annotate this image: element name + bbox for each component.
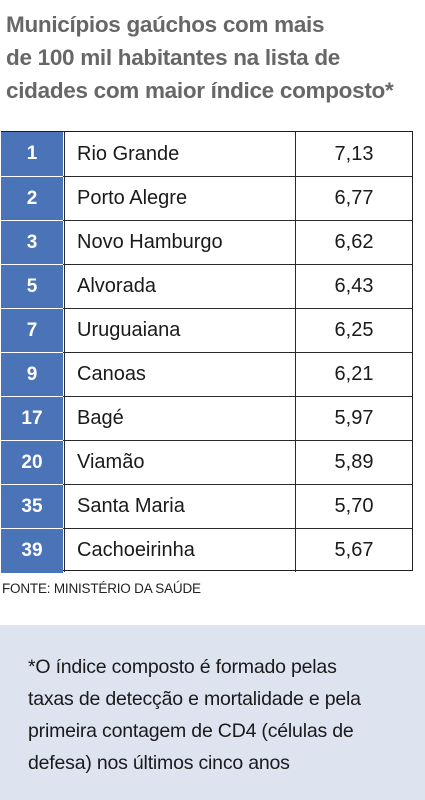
city-cell: Rio Grande (64, 132, 296, 176)
table-row: 7 Uruguaiana 6,25 (1, 308, 412, 353)
index-value-cell: 6,77 (334, 187, 374, 209)
title-line: de 100 mil habitantes na lista de (6, 45, 340, 70)
footnote-line: taxas de detecção e mortalidade e pela (28, 688, 361, 710)
rank-cell: 35 (1, 484, 63, 529)
rank-cell: 17 (1, 396, 63, 441)
footnote-line: primeira contagem de CD4 (células de (28, 720, 354, 742)
footnote-text: *O índice composto é formado pelas taxas… (28, 651, 398, 779)
footnote-box: *O índice composto é formado pelas taxas… (0, 625, 425, 800)
table-row: 17 Bagé 5,97 (1, 396, 412, 441)
rank-cell: 1 (1, 132, 63, 176)
table-row: 35 Santa Maria 5,70 (1, 484, 412, 529)
table-row: 39 Cachoeirinha 5,67 (1, 528, 412, 573)
city-cell: Viamão (64, 441, 296, 484)
index-value-cell: 6,21 (334, 363, 374, 385)
source-note: FONTE: MINISTÉRIO DA SAÚDE (2, 581, 201, 596)
city-cell: Uruguaiana (64, 309, 296, 352)
index-value-cell: 7,13 (334, 142, 374, 165)
city-cell: Santa Maria (64, 485, 296, 528)
table-row: 3 Novo Hamburgo 6,62 (1, 220, 412, 265)
title-line: Municípios gaúchos com mais (6, 12, 325, 37)
city-cell: Novo Hamburgo (64, 221, 296, 264)
city-cell: Cachoeirinha (64, 529, 296, 572)
city-cell: Canoas (64, 353, 296, 396)
table-row: 5 Alvorada 6,43 (1, 264, 412, 309)
table-row: 9 Canoas 6,21 (1, 352, 412, 397)
rank-cell: 3 (1, 220, 63, 265)
table-row: 20 Viamão 5,89 (1, 440, 412, 485)
chart-title: Municípios gaúchos com mais de 100 mil h… (6, 8, 416, 107)
rank-cell: 20 (1, 440, 63, 485)
rank-cell: 9 (1, 352, 63, 397)
ranking-table: 1 Rio Grande 7,13 2 Porto Alegre 6,77 3 Novo Ha… (1, 131, 413, 573)
city-cell: Bagé (64, 397, 296, 440)
index-value-cell: 5,89 (334, 451, 374, 473)
table-row: 1 Rio Grande 7,13 (1, 132, 412, 176)
footnote-line: *O índice composto é formado pelas (28, 656, 337, 678)
index-value-cell: 5,70 (334, 495, 374, 517)
title-line: cidades com maior índice composto* (6, 78, 394, 103)
rank-cell: 7 (1, 308, 63, 353)
index-value-cell: 6,43 (334, 275, 374, 297)
table-row: 2 Porto Alegre 6,77 (1, 176, 412, 221)
index-value-cell: 5,97 (334, 407, 374, 429)
city-cell: Alvorada (64, 265, 296, 308)
footnote-line: defesa) nos últimos cinco anos (28, 752, 290, 774)
index-value-cell: 5,67 (334, 539, 374, 561)
city-cell: Porto Alegre (64, 177, 296, 220)
index-value-cell: 6,62 (334, 231, 374, 253)
rank-cell: 2 (1, 176, 63, 221)
index-value-cell: 6,25 (334, 319, 374, 341)
rank-cell: 5 (1, 264, 63, 309)
rank-cell: 39 (1, 528, 63, 573)
